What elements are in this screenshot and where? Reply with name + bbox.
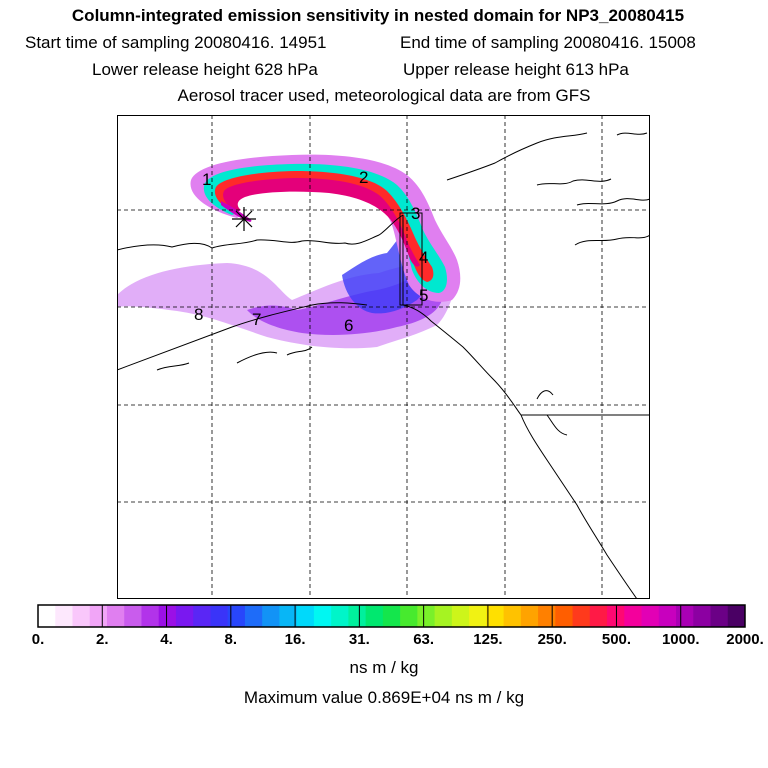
colorbar-cell — [538, 605, 556, 627]
colorbar-cell — [451, 605, 470, 627]
upper-height-label: Upper release height 613 hPa — [403, 60, 629, 79]
colorbar-cell — [555, 605, 574, 627]
plume-arc-peak — [223, 178, 420, 267]
colorbar-tick-label: 8. — [224, 631, 238, 648]
maximum-value-label: Maximum value 0.869E+04 ns m / kg — [243, 688, 525, 707]
colorbar-cell — [607, 605, 625, 627]
colorbar-cell — [158, 605, 177, 627]
colorbar-tick-label: 63. — [413, 631, 435, 648]
colorbar-cell — [676, 605, 694, 627]
lower-height-label: Lower release height 628 hPa — [92, 60, 318, 79]
colorbar-cell — [313, 605, 332, 627]
colorbar-tick-label: 500. — [601, 631, 632, 648]
colorbar-tick-label: 31. — [348, 631, 370, 648]
point-label-4: 4 — [419, 248, 428, 267]
colorbar-cell — [55, 605, 73, 627]
tracer-label: Aerosol tracer used, meteorological data… — [177, 86, 591, 105]
coastlines — [117, 132, 650, 599]
colorbar-cell — [641, 605, 660, 627]
colorbar-cell — [365, 605, 384, 627]
colorbar-cell — [658, 605, 677, 627]
colorbar-cell — [279, 605, 298, 627]
release-star-icon — [232, 207, 256, 231]
colorbar-tick-label: 1000. — [661, 631, 700, 648]
colorbar-tick-label: 250. — [537, 631, 567, 648]
colorbar-cell — [262, 605, 280, 627]
point-label-6: 6 — [344, 316, 353, 335]
colorbar-cell — [486, 605, 505, 627]
colorbar-tick-label: 4. — [160, 631, 173, 648]
nested-domain-box — [399, 212, 423, 306]
colorbar-tick-label: 125. — [473, 631, 503, 648]
plot-title: Column-integrated emission sensitivity i… — [71, 6, 685, 25]
colorbar-cell — [520, 605, 539, 627]
colorbar-cell — [469, 605, 487, 627]
point-label-3: 3 — [411, 204, 420, 223]
colorbar-tick-label: 2000. — [726, 631, 764, 648]
colorbar-cell — [417, 605, 436, 627]
start-time-label: Start time of sampling 20080416. 14951 — [25, 33, 327, 52]
colorbar-cell — [710, 605, 729, 627]
end-time-label: End time of sampling 20080416. 15008 — [400, 33, 696, 52]
colorbar-cell — [348, 605, 367, 627]
colorbar-cell — [89, 605, 108, 627]
graticule — [117, 115, 650, 599]
colorbar-tick-label: 2. — [96, 631, 109, 648]
colorbar-cell — [38, 605, 56, 627]
colorbar-cell — [331, 605, 349, 627]
map-panel: 1 2 3 4 5 6 7 8 — [117, 115, 650, 599]
colorbar-tick-label: 16. — [284, 631, 306, 648]
colorbar-cell — [296, 605, 315, 627]
plume-violet — [247, 265, 444, 335]
colorbar-cell — [193, 605, 211, 627]
point-label-7: 7 — [252, 310, 261, 329]
colorbar-cell — [141, 605, 160, 627]
colorbar-cell — [693, 605, 712, 627]
colorbar-cell — [175, 605, 194, 627]
colorbar-cell — [503, 605, 522, 627]
colorbar-cell — [572, 605, 591, 627]
colorbar-cell — [382, 605, 401, 627]
point-label-2: 2 — [359, 168, 368, 187]
point-label-8: 8 — [194, 305, 203, 324]
colorbar-cell — [589, 605, 608, 627]
colorbar — [37, 604, 746, 628]
colorbar-cell — [210, 605, 229, 627]
point-label-1: 1 — [202, 170, 211, 189]
colorbar-cell — [72, 605, 91, 627]
colorbar-cell — [400, 605, 418, 627]
colorbar-units: ns m / kg — [349, 658, 419, 677]
colorbar-cell — [727, 605, 746, 627]
colorbar-cell — [244, 605, 263, 627]
colorbar-cell — [106, 605, 125, 627]
colorbar-tick-label: 0. — [31, 631, 45, 648]
colorbar-cell — [227, 605, 246, 627]
point-label-5: 5 — [419, 286, 428, 305]
colorbar-cell — [624, 605, 643, 627]
colorbar-cell — [124, 605, 142, 627]
colorbar-cell — [434, 605, 453, 627]
